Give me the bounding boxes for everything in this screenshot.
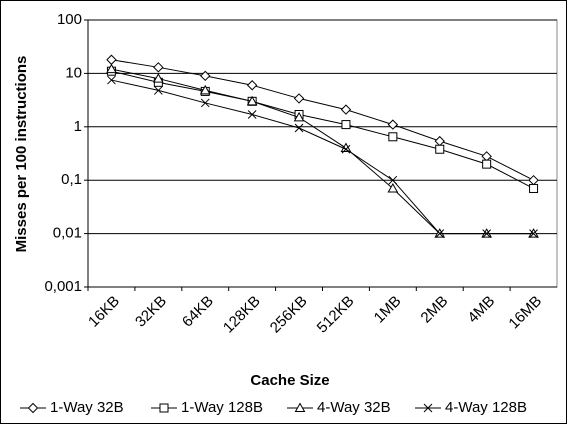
legend-label: 1-Way 128B	[181, 399, 263, 416]
marker	[159, 403, 169, 413]
marker	[341, 120, 351, 130]
marker	[529, 229, 538, 238]
marker	[200, 70, 211, 82]
legend-label: 4-Way 32B	[317, 399, 391, 416]
y-tick-label: 100	[57, 11, 82, 28]
marker	[293, 111, 305, 122]
marker	[294, 402, 306, 412]
marker	[107, 75, 116, 85]
y-tick-label: 0,01	[53, 225, 82, 242]
legend-label: 4-Way 128B	[445, 399, 527, 416]
y-axis-label: Misses per 100 instructions	[13, 56, 30, 253]
y-tick-label: 10	[65, 64, 82, 81]
marker	[153, 86, 163, 95]
marker	[340, 104, 352, 115]
marker	[246, 95, 258, 106]
marker	[435, 229, 445, 238]
marker	[200, 98, 210, 108]
marker	[388, 175, 398, 185]
marker	[293, 93, 305, 104]
marker	[387, 182, 399, 193]
series-line	[111, 70, 534, 189]
marker	[482, 159, 492, 169]
marker	[153, 62, 164, 73]
marker	[247, 110, 257, 119]
series-line	[111, 79, 534, 235]
marker	[106, 63, 117, 74]
marker	[388, 132, 398, 142]
x-axis-label: Cache Size	[250, 372, 329, 389]
marker	[246, 80, 258, 91]
marker	[387, 119, 399, 130]
marker	[294, 123, 304, 133]
marker	[529, 183, 539, 193]
marker	[423, 403, 433, 413]
y-tick-label: 0,001	[44, 278, 82, 295]
marker	[27, 402, 39, 414]
marker	[482, 229, 492, 238]
y-tick-label: 1	[74, 118, 82, 135]
marker	[435, 144, 445, 154]
legend-label: 1-Way 32B	[50, 399, 124, 416]
marker	[152, 73, 164, 83]
marker	[341, 144, 351, 154]
series-line	[111, 59, 534, 181]
marker	[199, 84, 211, 95]
y-tick-label: 0,1	[61, 171, 82, 188]
